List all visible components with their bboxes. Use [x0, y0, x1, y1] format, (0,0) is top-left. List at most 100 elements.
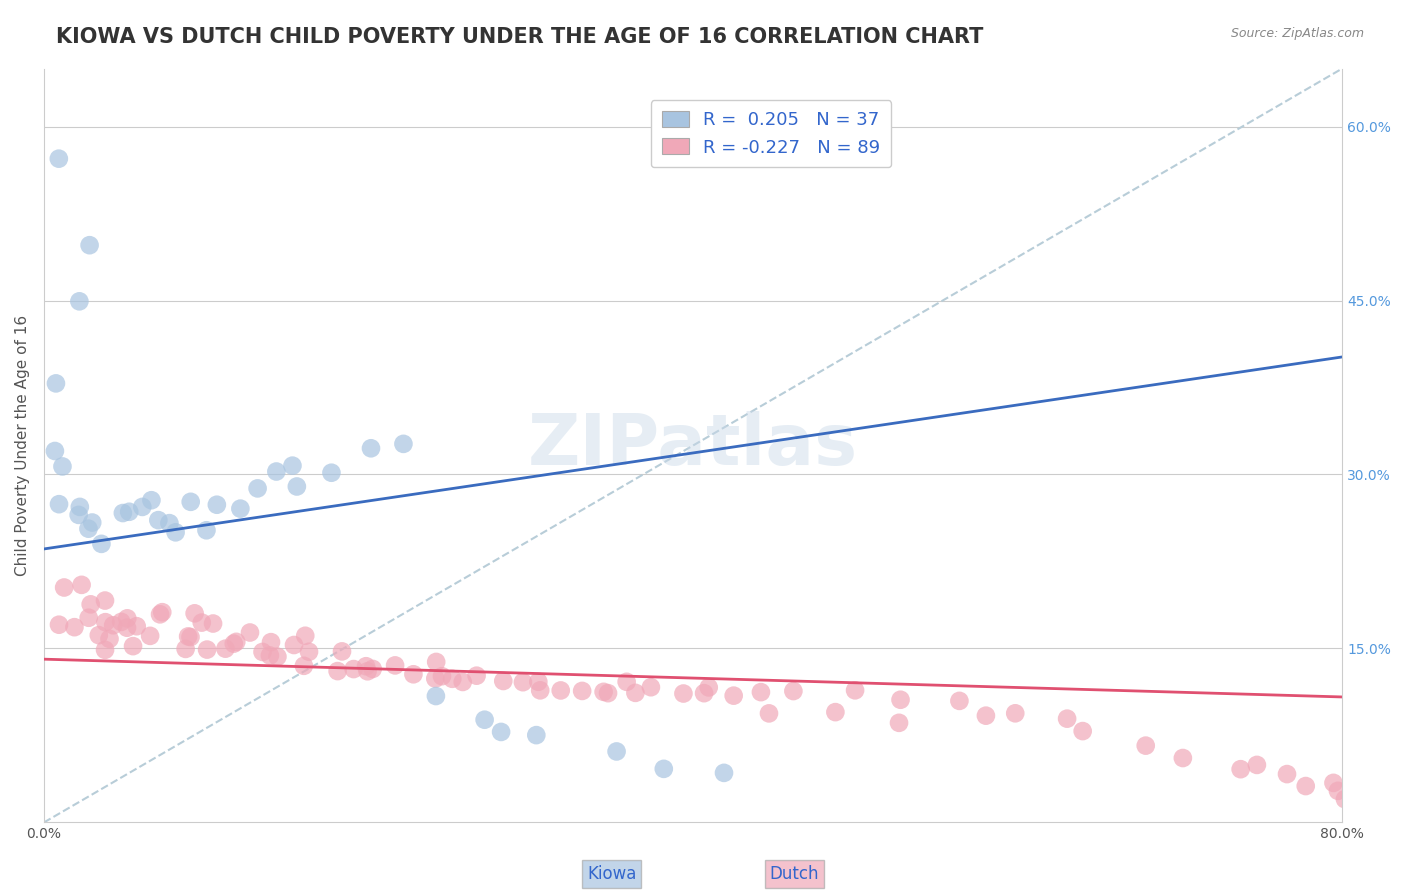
- Point: [330, 644, 353, 658]
- Point: [70, 578, 93, 592]
- Point: [640, 680, 662, 694]
- Point: [672, 686, 695, 700]
- Point: [283, 638, 305, 652]
- Point: [571, 684, 593, 698]
- Point: [239, 625, 262, 640]
- Point: [94, 615, 117, 629]
- Point: [125, 619, 148, 633]
- Text: ZIPatlas: ZIPatlas: [529, 411, 858, 480]
- Point: [606, 744, 628, 758]
- Point: [149, 607, 172, 622]
- Point: [87, 628, 110, 642]
- Point: [117, 611, 139, 625]
- Point: [67, 508, 90, 522]
- Point: [713, 765, 735, 780]
- Point: [139, 629, 162, 643]
- Point: [1334, 792, 1357, 806]
- Point: [94, 593, 117, 607]
- Point: [441, 672, 464, 686]
- Point: [465, 668, 488, 682]
- Point: [141, 493, 163, 508]
- Point: [844, 683, 866, 698]
- Point: [974, 708, 997, 723]
- Point: [1275, 767, 1298, 781]
- Point: [82, 516, 104, 530]
- Point: [111, 506, 134, 520]
- Point: [1171, 751, 1194, 765]
- Point: [1322, 776, 1344, 790]
- Point: [948, 694, 970, 708]
- Point: [1246, 758, 1268, 772]
- Point: [77, 611, 100, 625]
- Point: [392, 437, 415, 451]
- Point: [103, 618, 125, 632]
- Point: [281, 458, 304, 473]
- Point: [425, 655, 447, 669]
- Point: [596, 686, 619, 700]
- Point: [214, 641, 236, 656]
- Point: [489, 725, 512, 739]
- Point: [179, 630, 201, 644]
- Point: [624, 686, 647, 700]
- Point: [529, 683, 551, 698]
- Point: [285, 479, 308, 493]
- Point: [298, 645, 321, 659]
- Point: [157, 516, 180, 530]
- Point: [90, 537, 112, 551]
- Point: [48, 617, 70, 632]
- Point: [402, 667, 425, 681]
- Point: [118, 505, 141, 519]
- Point: [1327, 784, 1350, 798]
- Point: [492, 673, 515, 688]
- Point: [222, 637, 245, 651]
- Point: [252, 645, 274, 659]
- Point: [115, 621, 138, 635]
- Point: [1004, 706, 1026, 721]
- Text: Source: ZipAtlas.com: Source: ZipAtlas.com: [1230, 27, 1364, 40]
- Point: [782, 684, 804, 698]
- Point: [361, 662, 384, 676]
- Point: [360, 442, 382, 456]
- Point: [122, 639, 145, 653]
- Y-axis label: Child Poverty Under the Age of 16: Child Poverty Under the Age of 16: [15, 315, 30, 576]
- Point: [177, 629, 200, 643]
- Point: [48, 497, 70, 511]
- Point: [425, 672, 447, 686]
- Point: [266, 465, 288, 479]
- Point: [148, 513, 170, 527]
- Point: [195, 523, 218, 537]
- Point: [527, 674, 550, 689]
- Point: [77, 522, 100, 536]
- Point: [887, 715, 910, 730]
- Point: [294, 629, 316, 643]
- Point: [326, 664, 349, 678]
- Point: [354, 659, 377, 673]
- Point: [652, 762, 675, 776]
- Point: [266, 649, 288, 664]
- Point: [693, 686, 716, 700]
- Point: [165, 525, 187, 540]
- Point: [758, 706, 780, 721]
- Point: [451, 675, 474, 690]
- Point: [79, 238, 101, 252]
- Point: [260, 635, 283, 649]
- Point: [1071, 724, 1094, 739]
- Point: [384, 658, 406, 673]
- Point: [246, 482, 269, 496]
- Point: [205, 498, 228, 512]
- Point: [69, 500, 91, 514]
- Point: [1135, 739, 1157, 753]
- Point: [430, 669, 453, 683]
- Point: [1295, 779, 1317, 793]
- Point: [150, 605, 173, 619]
- Point: [356, 665, 378, 679]
- Point: [425, 689, 447, 703]
- Point: [202, 616, 225, 631]
- Point: [512, 675, 534, 690]
- Point: [110, 615, 132, 629]
- Point: [749, 685, 772, 699]
- Point: [131, 500, 153, 514]
- Point: [53, 581, 76, 595]
- Text: Kiowa: Kiowa: [586, 865, 637, 883]
- Point: [616, 674, 638, 689]
